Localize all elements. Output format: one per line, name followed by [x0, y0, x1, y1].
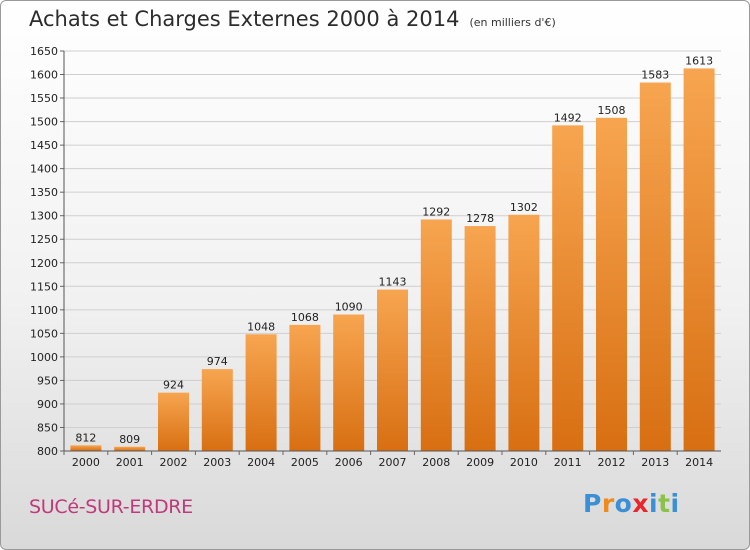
value-label: 1292	[422, 205, 450, 218]
x-tick-label: 2012	[598, 456, 626, 469]
logo-letter: P	[583, 489, 602, 518]
proxiti-logo: Proxiti	[583, 489, 680, 518]
logo-letter: t	[658, 489, 671, 518]
value-label: 974	[207, 355, 228, 368]
x-tick-label: 2008	[422, 456, 450, 469]
y-tick-label: 1200	[30, 257, 58, 270]
y-tick-label: 1050	[30, 327, 58, 340]
x-tick-label: 2014	[685, 456, 713, 469]
x-tick-label: 2002	[160, 456, 188, 469]
bar-2004	[245, 334, 277, 451]
bar-2003	[201, 369, 233, 451]
x-tick-label: 2005	[291, 456, 319, 469]
bar-2007	[377, 289, 408, 451]
value-label: 812	[75, 431, 96, 444]
logo-letter: o	[614, 489, 633, 518]
y-tick-label: 1650	[30, 45, 58, 58]
bar-2006	[333, 314, 365, 451]
value-label: 1143	[379, 276, 407, 289]
axes	[63, 51, 721, 452]
bar-2014	[683, 68, 715, 451]
y-tick-label: 850	[37, 421, 58, 434]
value-label: 1302	[510, 201, 538, 214]
value-label: 1048	[247, 320, 275, 333]
y-tick-label: 900	[37, 398, 58, 411]
y-tick-label: 1400	[30, 163, 58, 176]
x-tick-label: 2007	[379, 456, 407, 469]
bar-2010	[508, 214, 540, 451]
x-tick-label: 2010	[510, 456, 538, 469]
value-label: 1508	[598, 104, 626, 117]
bar-2013	[639, 82, 671, 451]
value-label: 1492	[554, 111, 582, 124]
bar-2009	[464, 226, 496, 451]
x-tick-label: 2000	[72, 456, 100, 469]
bar-2008	[420, 219, 452, 451]
chart-subtitle: (en milliers d'€)	[469, 16, 556, 29]
y-tick-label: 1450	[30, 139, 58, 152]
chart-title: Achats et Charges Externes 2000 à 2014	[29, 7, 460, 31]
bars	[70, 68, 715, 452]
logo-letter: i	[649, 489, 659, 518]
bar-2011	[552, 125, 584, 452]
value-label: 1068	[291, 311, 319, 324]
y-tick-label: 1500	[30, 116, 58, 129]
value-labels: 812 809 924 974 1048 1068 1090 1143 1292 1278 1302…	[75, 54, 713, 445]
bar-2005	[289, 324, 321, 451]
value-label: 1278	[466, 212, 494, 225]
bar-2000	[70, 445, 102, 451]
y-tick-label: 1300	[30, 210, 58, 223]
x-tick-label: 2001	[116, 456, 144, 469]
value-label: 809	[119, 433, 140, 446]
y-tick-label: 1000	[30, 351, 58, 364]
chart-header: Achats et Charges Externes 2000 à 2014 (e…	[29, 7, 556, 31]
y-tick-label: 1350	[30, 186, 58, 199]
logo-letter: i	[670, 489, 680, 518]
x-tick-labels: 2000 2001 2002 2003 2004 2005 2006 2007 2008 2009…	[63, 451, 713, 469]
city-name: SUCé-SUR-ERDRE	[29, 496, 193, 518]
y-tick-label: 1250	[30, 233, 58, 246]
y-tick-label: 800	[37, 445, 58, 458]
y-tick-label: 1150	[30, 280, 58, 293]
bar-2012	[596, 117, 627, 451]
value-label: 1090	[335, 301, 363, 314]
logo-letter: r	[601, 489, 615, 518]
x-tick-label: 2013	[641, 456, 669, 469]
y-tick-label: 950	[37, 374, 58, 387]
bar-2002	[158, 392, 189, 451]
value-label: 924	[163, 379, 184, 392]
x-tick-label: 2003	[203, 456, 231, 469]
bar-2001	[114, 446, 146, 451]
y-tick-label: 1600	[30, 69, 58, 82]
x-tick-label: 2009	[466, 456, 494, 469]
y-tick-labels: 800 850 900 950 1000 1050 1100 1150 1200 1250 1300…	[30, 45, 58, 458]
x-tick-label: 2004	[247, 456, 275, 469]
value-label: 1583	[641, 69, 669, 82]
value-label: 1613	[685, 54, 713, 67]
x-tick-label: 2006	[335, 456, 363, 469]
logo-letter: x	[632, 489, 649, 518]
y-tick-label: 1100	[30, 304, 58, 317]
x-tick-label: 2011	[554, 456, 582, 469]
y-tick-label: 1550	[30, 92, 58, 105]
